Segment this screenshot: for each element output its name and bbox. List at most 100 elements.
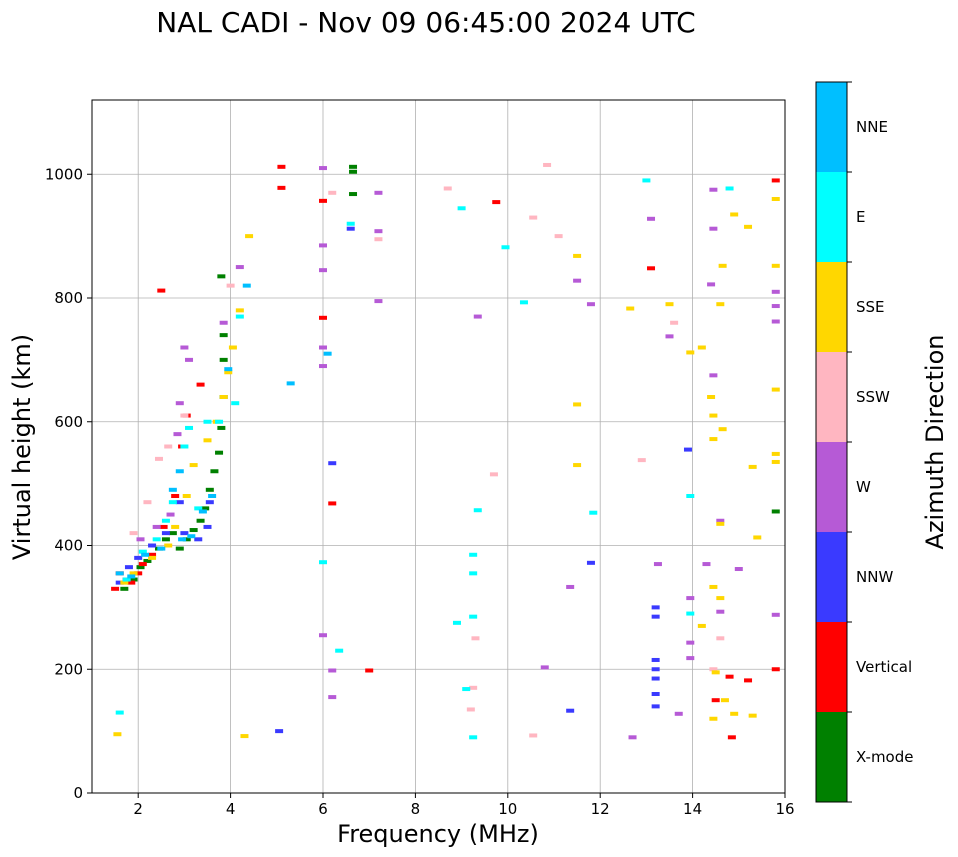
point-ssw	[489, 472, 498, 477]
point-ssw	[543, 162, 552, 167]
point-ssw	[529, 215, 538, 220]
point-e	[519, 300, 528, 305]
point-w	[319, 345, 327, 350]
colorbar-label-x-mode: X-mode	[856, 748, 913, 766]
point-e	[686, 611, 695, 616]
colorbar-segment-nnw	[816, 532, 847, 622]
point-nnw	[683, 447, 692, 452]
point-nne	[208, 494, 217, 498]
point-e	[319, 560, 327, 565]
point-e	[642, 178, 651, 183]
point-vertical	[711, 698, 720, 703]
point-vertical	[744, 678, 753, 683]
point-vertical	[725, 674, 734, 679]
point-e	[335, 648, 344, 653]
point-x-mode	[217, 425, 226, 430]
x-tick-label: 14	[683, 800, 702, 818]
point-sse	[686, 350, 695, 355]
point-x-mode	[771, 509, 780, 514]
point-nne	[178, 537, 187, 542]
point-vertical	[492, 200, 501, 205]
point-nnw	[203, 524, 212, 529]
point-sse	[245, 234, 254, 239]
point-ssw	[328, 190, 337, 195]
point-e	[469, 735, 478, 740]
point-e	[235, 314, 244, 319]
point-e	[203, 419, 212, 424]
point-sse	[113, 732, 122, 737]
point-w	[175, 401, 184, 406]
point-sse	[753, 535, 762, 540]
point-sse	[219, 395, 228, 399]
colorbar-segments	[816, 82, 847, 802]
point-sse	[711, 670, 720, 675]
point-nne	[198, 509, 207, 514]
point-w	[152, 524, 161, 529]
point-nnw	[651, 657, 660, 662]
point-sse	[771, 387, 780, 392]
point-e	[231, 401, 240, 406]
point-x-mode	[143, 558, 152, 563]
point-e	[115, 710, 124, 715]
colorbar-segment-vertical	[816, 622, 847, 712]
point-nnw	[651, 605, 660, 610]
point-vertical	[159, 524, 168, 529]
point-vertical	[196, 382, 205, 387]
point-vertical	[319, 198, 327, 203]
plot-background	[92, 100, 785, 793]
plot-area: 2 4 6 8 10 12 14 16 0 200 400 600 800 1000	[45, 99, 795, 818]
point-sse	[716, 302, 725, 307]
point-e	[161, 518, 170, 523]
point-ssw	[374, 237, 383, 242]
colorbar-segment-ssw	[816, 352, 847, 442]
point-w	[771, 304, 780, 309]
point-w	[771, 319, 780, 324]
x-tick-label: 2	[133, 800, 143, 818]
point-w	[573, 278, 582, 283]
point-ssw	[443, 186, 452, 191]
y-tick-label: 400	[54, 537, 83, 555]
point-x-mode	[219, 357, 228, 362]
point-e	[725, 186, 734, 191]
point-sse	[224, 370, 233, 375]
point-w	[319, 633, 327, 638]
point-x-mode	[161, 537, 170, 542]
point-nnw	[205, 500, 214, 505]
point-nne	[242, 283, 251, 288]
point-vertical	[157, 288, 166, 293]
colorbar-segment-nne	[816, 82, 847, 172]
point-sse	[129, 571, 138, 576]
colorbar-labels: X-mode Vertical NNW W SSW SSE E NNE	[847, 81, 913, 803]
point-vertical	[277, 164, 286, 169]
point-nnw	[328, 461, 337, 466]
point-ssw	[637, 458, 646, 463]
point-w	[707, 282, 716, 287]
point-x-mode	[219, 333, 228, 338]
point-w	[716, 609, 725, 614]
point-nne	[323, 351, 332, 356]
colorbar-label-nne: NNE	[856, 118, 888, 136]
y-tick-label: 0	[73, 784, 83, 802]
point-vertical	[365, 668, 374, 673]
point-vertical	[277, 185, 286, 190]
point-w	[674, 711, 683, 716]
x-axis-ticks: 2 4 6 8 10 12 14 16	[133, 793, 795, 818]
point-x-mode	[136, 565, 145, 570]
point-w	[374, 229, 383, 234]
point-vertical	[138, 562, 147, 567]
point-sse	[164, 543, 173, 548]
point-vertical	[134, 571, 143, 576]
point-w	[180, 345, 189, 350]
point-e	[185, 425, 194, 430]
point-sse	[748, 464, 757, 469]
point-nnw	[346, 226, 355, 231]
y-axis-label: Virtual height (km)	[8, 334, 36, 560]
point-x-mode	[210, 469, 219, 474]
point-nnw	[194, 537, 203, 542]
point-sse	[709, 716, 718, 721]
point-ssw	[554, 234, 563, 239]
point-sse	[718, 427, 727, 432]
point-sse	[665, 302, 674, 307]
point-w	[586, 302, 595, 307]
point-e	[686, 494, 695, 498]
